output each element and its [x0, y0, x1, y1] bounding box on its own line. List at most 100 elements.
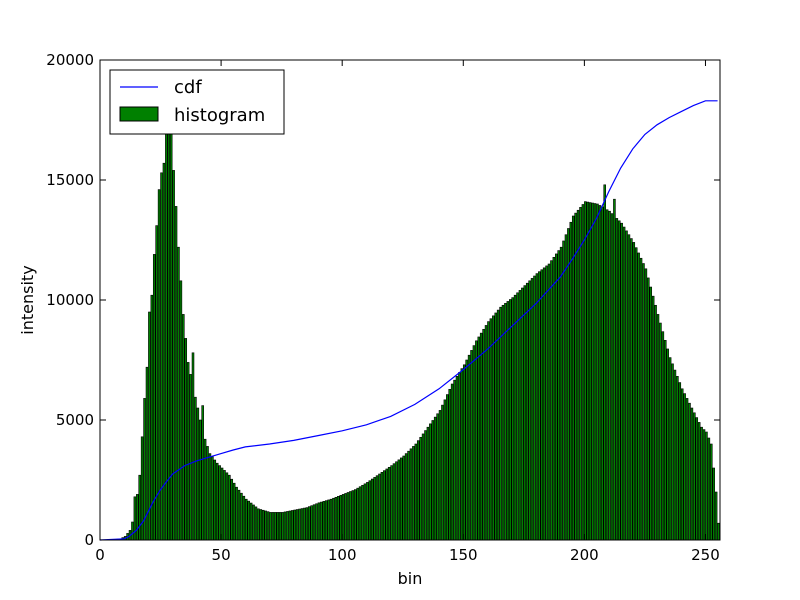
histogram-bar: [654, 304, 657, 541]
histogram-bar: [455, 376, 459, 541]
histogram-bar: [380, 472, 384, 541]
x-tick-label: 150: [449, 546, 478, 564]
histogram-bar: [511, 297, 514, 541]
histogram-bar: [339, 495, 343, 541]
histogram-bar: [203, 438, 207, 541]
histogram-bar: [148, 311, 151, 541]
histogram-bar: [179, 280, 183, 541]
histogram-bar: [131, 521, 134, 541]
histogram-bar: [714, 491, 718, 541]
histogram-bar: [378, 473, 381, 541]
histogram-bar: [446, 394, 449, 541]
histogram-bar: [283, 511, 287, 541]
histogram-bar: [676, 376, 679, 541]
histogram-bar: [663, 340, 667, 541]
histogram-bar: [581, 204, 585, 541]
histogram-bar: [174, 206, 178, 541]
x-tick-label: 100: [328, 546, 357, 564]
histogram-bar: [443, 399, 447, 541]
histogram-bar: [312, 504, 316, 541]
histogram-bar: [334, 496, 338, 541]
histogram-bar: [407, 450, 410, 541]
histogram-bar: [346, 492, 350, 541]
histogram-bar: [613, 198, 616, 541]
histogram-bar: [712, 467, 715, 541]
histogram-bar: [395, 461, 398, 541]
histogram-bar: [433, 416, 437, 541]
histogram-bar: [240, 492, 243, 541]
histogram-bar: [213, 459, 217, 541]
histogram-bar: [298, 508, 301, 541]
histogram-bar: [155, 225, 158, 541]
histogram-bar: [383, 470, 386, 541]
histogram-bar: [191, 352, 195, 541]
histogram-bar: [487, 321, 490, 541]
histogram-bar: [659, 322, 662, 541]
histogram-bar: [186, 362, 190, 541]
histogram-bar: [392, 463, 396, 541]
histogram-bar: [717, 522, 720, 541]
histogram-bar: [184, 338, 188, 541]
histogram-bar: [460, 368, 464, 541]
histogram-bar: [206, 446, 209, 541]
histogram-bar: [220, 467, 224, 541]
x-tick-label: 50: [212, 546, 231, 564]
histogram-bar: [479, 332, 483, 541]
histogram-bar: [329, 498, 333, 541]
histogram-bar: [617, 220, 621, 541]
histogram-bar: [295, 509, 299, 541]
histogram-bar: [562, 240, 565, 541]
histogram-bar: [172, 170, 175, 541]
histogram-bar: [579, 207, 582, 541]
histogram-bar: [649, 286, 653, 541]
histogram-bar: [501, 304, 505, 541]
histogram-bar: [397, 459, 401, 541]
histogram-bar: [305, 507, 309, 541]
histogram-bar: [571, 215, 575, 541]
histogram-bar: [632, 242, 636, 541]
histogram-bar: [431, 420, 435, 541]
histogram-bar: [598, 205, 602, 541]
histogram-bar: [656, 314, 660, 541]
histogram-bar: [637, 252, 640, 541]
histogram-bar: [349, 491, 352, 541]
histogram-bar: [647, 277, 650, 541]
histogram-bar: [453, 379, 456, 541]
histogram-bar: [278, 512, 282, 541]
x-tick-label: 250: [691, 546, 720, 564]
histogram-bar: [540, 269, 544, 541]
histogram-bar: [416, 440, 420, 541]
histogram-bar: [252, 504, 255, 541]
histogram-bar: [136, 494, 139, 541]
histogram-bar: [436, 413, 439, 541]
histogram-bar: [644, 268, 648, 541]
histogram-bar: [673, 369, 677, 541]
histogram-bar: [254, 506, 258, 541]
histogram-bar: [525, 282, 529, 541]
histogram-bar: [288, 510, 292, 541]
histogram-bar: [620, 222, 623, 541]
histogram-bar: [567, 228, 570, 541]
histogram-bar: [489, 318, 493, 541]
histogram-bar: [550, 260, 553, 541]
y-tick-label: 0: [84, 531, 94, 549]
x-tick-label: 200: [570, 546, 599, 564]
histogram-bar: [165, 124, 168, 541]
y-tick-label: 5000: [56, 411, 94, 429]
histogram-bar: [341, 494, 345, 541]
histogram-bar: [310, 505, 313, 541]
histogram-bar: [293, 509, 296, 541]
x-tick-label: 0: [95, 546, 105, 564]
histogram-bar: [627, 234, 631, 541]
histogram-bar: [472, 345, 476, 541]
histogram-bar: [458, 372, 461, 541]
histogram-bar: [555, 253, 558, 541]
histogram-bar: [167, 117, 171, 541]
histogram-bar: [693, 412, 696, 541]
histogram-bar: [538, 271, 541, 541]
histogram-bar: [569, 221, 573, 541]
histogram-bar: [651, 295, 655, 541]
histogram-bar: [373, 477, 376, 541]
histogram-bar: [160, 172, 163, 541]
